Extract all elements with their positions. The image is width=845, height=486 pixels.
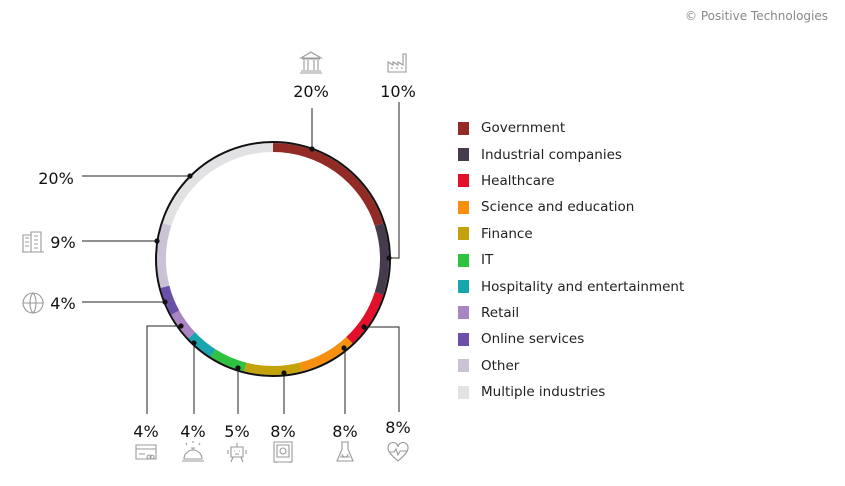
data-label: 8% xyxy=(385,418,410,437)
legend-label: Online services xyxy=(481,331,585,348)
reception-bell-icon xyxy=(182,441,204,462)
globe-icon xyxy=(22,292,44,314)
leader-dot xyxy=(162,299,168,305)
legend-item: Healthcare xyxy=(458,168,684,194)
legend-item: Industrial companies xyxy=(458,141,684,167)
legend-label: Finance xyxy=(481,225,533,242)
scientist-icon xyxy=(336,441,354,462)
leader-line xyxy=(364,326,400,412)
data-label: 20% xyxy=(293,82,329,101)
leader-dot xyxy=(281,370,287,376)
legend-swatch xyxy=(458,227,469,241)
legend-swatch xyxy=(458,253,469,267)
legend-item: Finance xyxy=(458,221,684,247)
safe-icon xyxy=(273,441,293,463)
leader-line xyxy=(344,347,346,414)
data-label: 8% xyxy=(270,422,295,441)
slice-it xyxy=(210,349,247,372)
data-label: 20% xyxy=(38,169,74,188)
slice-science-and-education xyxy=(299,336,353,372)
slice-retail xyxy=(171,310,196,339)
factory-icon xyxy=(387,53,407,73)
credit-card-icon xyxy=(135,444,157,460)
leader-dot xyxy=(341,345,347,351)
legend-item: Science and education xyxy=(458,194,684,220)
leader-dot xyxy=(154,238,160,244)
legend-item: Hospitality and entertainment xyxy=(458,273,684,299)
legend-label: Healthcare xyxy=(481,172,555,189)
legend: Government Industrial companies Healthcare… xyxy=(458,115,684,405)
legend-swatch xyxy=(458,280,469,294)
leader-dot xyxy=(361,324,367,330)
legend-swatch xyxy=(458,200,469,214)
legend-label: Industrial companies xyxy=(481,146,622,163)
data-label: 9% xyxy=(50,233,75,252)
legend-item: IT xyxy=(458,247,684,273)
legend-label: Hospitality and entertainment xyxy=(481,278,685,295)
legend-swatch xyxy=(458,148,469,162)
slice-government xyxy=(272,143,384,226)
leader-dot xyxy=(235,365,241,371)
legend-label: Government xyxy=(481,120,566,137)
heartbeat-icon xyxy=(387,441,409,462)
legend-label: Multiple industries xyxy=(481,384,606,401)
data-label: 8% xyxy=(332,422,357,441)
legend-swatch xyxy=(458,306,469,320)
legend-swatch xyxy=(458,332,469,346)
slice-multiple-industries xyxy=(162,143,274,226)
slice-healthcare xyxy=(346,291,384,344)
robot-icon xyxy=(227,443,247,463)
data-label: 4% xyxy=(133,422,158,441)
legend-label: IT xyxy=(481,252,494,269)
legend-label: Other xyxy=(481,357,520,374)
leader-dot xyxy=(191,340,197,346)
copyright: © Positive Technologies xyxy=(685,9,828,23)
leader-line xyxy=(146,325,181,414)
leader-dot xyxy=(309,146,315,152)
leader-dot xyxy=(386,255,392,261)
leader-line xyxy=(389,102,400,259)
legend-item: Retail xyxy=(458,300,684,326)
legend-swatch xyxy=(458,385,469,399)
government-building-icon xyxy=(299,51,323,74)
legend-swatch xyxy=(458,359,469,373)
data-label: 4% xyxy=(50,294,75,313)
slice-online-services xyxy=(160,285,180,315)
data-label: 5% xyxy=(224,422,249,441)
slice-other xyxy=(157,223,172,288)
slice-finance xyxy=(244,362,302,375)
slice-hospitality-and-entertainment xyxy=(188,332,216,357)
legend-item: Government xyxy=(458,115,684,141)
legend-swatch xyxy=(458,174,469,188)
legend-label: Retail xyxy=(481,304,520,321)
legend-swatch xyxy=(458,121,469,135)
legend-item: Online services xyxy=(458,326,684,352)
legend-item: Other xyxy=(458,353,684,379)
leader-dot xyxy=(187,173,193,179)
legend-item: Multiple industries xyxy=(458,379,684,405)
leader-dot xyxy=(178,323,184,329)
slice-industrial-companies xyxy=(374,223,389,295)
office-buildings-icon xyxy=(22,231,44,253)
legend-label: Science and education xyxy=(481,199,635,216)
data-label: 10% xyxy=(380,82,416,101)
data-label: 4% xyxy=(180,422,205,441)
